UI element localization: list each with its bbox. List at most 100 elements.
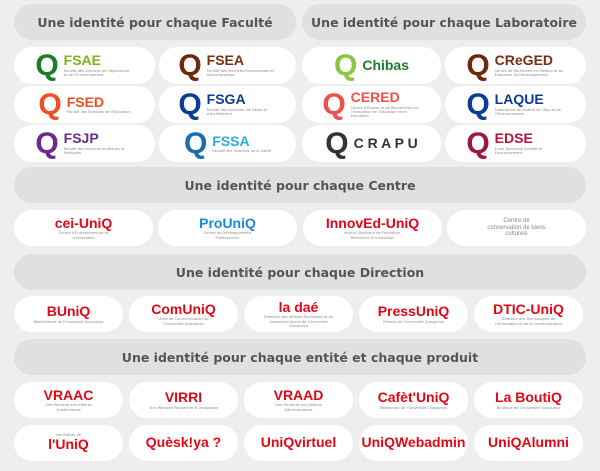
logo-name: C R A P U: [353, 134, 418, 151]
entites-logo-card[interactable]: UniQWebadmin: [359, 425, 468, 461]
logo-text: Les Brèves de l'UniQ: [48, 433, 89, 453]
logo-subtitle: Bibliothèque de l'Université Quisqueya: [33, 319, 104, 324]
q-logo-icon: Q: [38, 87, 62, 121]
entites-logo-card[interactable]: Cafèt'UniQ Restaurant de l'Université Qui…: [359, 382, 468, 418]
logo-subtitle: Centre d'Entrepreneuriat et d'Innovation: [58, 231, 109, 240]
logo-name: ProUniQ: [199, 214, 256, 231]
logo-name: UniQWebadmin: [361, 434, 466, 451]
logo-text: Cafèt'UniQ Restaurant de l'Université Qui…: [378, 389, 450, 410]
entites-logo-card[interactable]: VRAAD Vice-Rectorat aux Affaires Administ…: [244, 382, 353, 418]
q-logo-icon: Q: [178, 48, 202, 82]
logo-text: FSJP Faculté des Sciences Juridiques et P…: [63, 130, 134, 156]
directions-logo-card[interactable]: ComUniQ Unité de Communication de l'Unive…: [129, 296, 238, 332]
logo-text: UniQAlumni: [488, 434, 569, 451]
logo-text: VRAAD Vice-Rectorat aux Affaires Administ…: [264, 387, 334, 412]
facultes-logo-card[interactable]: Q FSJP Faculté des Sciences Juridiques et …: [14, 125, 155, 162]
logo-subtitle: Faculté des Sciences Juridiques et Polit…: [63, 146, 125, 156]
directions-logo-card[interactable]: DTIC-UniQ Direction des Technologies de l…: [474, 296, 583, 332]
q-logo-icon: Q: [325, 126, 349, 160]
q-logo-icon: Q: [322, 87, 346, 121]
logo-text: la daé Direction des Affaires Étudiantes …: [264, 298, 334, 328]
logo-name: UniQvirtuel: [260, 434, 337, 451]
logo-subtitle: École Doctorale Société et Environnement: [494, 146, 543, 156]
logo-text: UniQWebadmin: [361, 434, 466, 451]
facultes-logo-card[interactable]: Q FSEA Faculté des Sciences Économiques et…: [159, 47, 296, 84]
centres-logo-card[interactable]: InnovEd-UniQ Institut Supérieur de Format…: [303, 210, 442, 246]
q-logo-icon: Q: [35, 48, 59, 82]
entites-logo-card[interactable]: Quèsk!ya ?: [129, 425, 238, 461]
logo-name: la daé: [278, 298, 319, 315]
facultes-logo-card[interactable]: Q FSAE Faculté des Sciences de l'Agricultu…: [14, 47, 155, 84]
logo-text: EDSE École Doctorale Société et Environne…: [494, 131, 565, 156]
laboratoires-logo-card[interactable]: Q LAQUE Laboratoire de Qualité de l'Eau et…: [445, 86, 586, 123]
logo-name: CReGED: [494, 52, 554, 69]
logo-subtitle: Faculté des Sciences de l'Agriculture et…: [63, 68, 130, 78]
logo-name: BUniQ: [46, 303, 91, 320]
logo-text: BUniQ Bibliothèque de l'Université Quisqu…: [33, 303, 104, 324]
logo-name: La BoutiQ: [495, 389, 562, 406]
entites-logo-card[interactable]: VIRRI Vice-Rectorat Recherche et Innovati…: [129, 382, 238, 418]
logo-text: Chibas: [362, 57, 409, 73]
laboratoires-logo-card[interactable]: Q EDSE École Doctorale Société et Environn…: [445, 125, 586, 162]
logo-text: FSED Faculté des Sciences de l'Éducation: [67, 94, 131, 115]
logo-name: VRAAC: [43, 386, 94, 403]
header-entite: Une identité pour chaque entité et chaqu…: [14, 339, 586, 375]
directions-logo-card[interactable]: PressUniQ Presses de l'Université Quisque…: [359, 296, 468, 332]
logo-text: UniQvirtuel: [260, 434, 337, 451]
logo-name: FSGA: [206, 91, 246, 108]
q-logo-icon: Q: [178, 87, 202, 121]
q-logo-icon: Q: [466, 48, 490, 82]
header-centre: Une identité pour chaque Centre: [14, 167, 586, 203]
entites-logo-card[interactable]: Les Brèves de l'UniQ: [14, 425, 123, 461]
logo-name: FSJP: [63, 130, 99, 147]
logo-name: PressUniQ: [377, 303, 450, 320]
facultes-logo-card[interactable]: Q FSED Faculté des Sciences de l'Éducation: [14, 86, 155, 123]
logo-subtitle: Centre de Recherche en Gestion et en Éco…: [494, 68, 564, 78]
logo-text: CERED Centre d'Études et de Recherches su…: [350, 89, 421, 119]
laboratoires-logo-card[interactable]: Q Chibas: [302, 47, 441, 84]
directions-logo-card[interactable]: BUniQ Bibliothèque de l'Université Quisqu…: [14, 296, 123, 332]
laboratoires-logo-card[interactable]: Q CERED Centre d'Études et de Recherches s…: [302, 86, 441, 123]
logo-name: LAQUE: [494, 91, 544, 108]
logo-subtitle: Vice-Rectorat aux Affaires Académiques: [45, 403, 92, 412]
centres-logo-card[interactable]: Centre de conservation de biens culturel…: [447, 210, 586, 246]
logo-text: FSSA Faculté des Sciences de la Santé: [212, 133, 272, 154]
logo-text: CReGED Centre de Recherche en Gestion et …: [494, 52, 565, 78]
logo-subtitle: Faculté des Sciences, de Génie et d'Arch…: [206, 107, 268, 117]
logo-name: FSAE: [63, 52, 102, 69]
centres-logo-card[interactable]: ProUniQ Centre de Développement Professio…: [158, 210, 297, 246]
entites-logo-card[interactable]: UniQvirtuel: [244, 425, 353, 461]
logo-text: C R A P U: [353, 134, 418, 151]
laboratoires-logo-card[interactable]: Q CReGED Centre de Recherche en Gestion et…: [445, 47, 586, 84]
facultes-logo-card[interactable]: Q FSSA Faculté des Sciences de la Santé: [159, 125, 296, 162]
entites-logo-card[interactable]: VRAAC Vice-Rectorat aux Affaires Académiq…: [14, 382, 123, 418]
entites-logo-card[interactable]: La BoutiQ Boutique de l'Université Quisqu…: [474, 382, 583, 418]
logo-text: DTIC-UniQ Direction des Technologies de l…: [493, 301, 564, 326]
logo-text: ProUniQ Centre de Développement Professio…: [193, 214, 263, 240]
logo-name: cei-UniQ: [54, 214, 113, 231]
logo-subtitle: Faculté des Sciences Économiques et Admi…: [206, 68, 274, 78]
logo-subtitle: Direction des Technologies de l'Informat…: [494, 317, 562, 326]
q-logo-icon: Q: [466, 87, 490, 121]
logo-name: CERED: [350, 89, 400, 106]
logo-text: FSEA Faculté des Sciences Économiques et …: [206, 53, 277, 78]
logo-subtitle: Centre d'Études et de Recherches sur l'I…: [350, 105, 419, 119]
q-logo-icon: Q: [466, 126, 490, 160]
logo-name: UniQAlumni: [488, 434, 569, 451]
centres-logo-card[interactable]: cei-UniQ Centre d'Entrepreneuriat et d'In…: [14, 210, 153, 246]
logo-subtitle: Vice-Rectorat aux Affaires Administrativ…: [275, 403, 322, 412]
entites-logo-card[interactable]: UniQAlumni: [474, 425, 583, 461]
logo-name: l'UniQ: [48, 436, 89, 453]
logo-text: PressUniQ Presses de l'Université Quisque…: [377, 303, 450, 324]
logo-text: Centre de conservation de biens culturel…: [487, 218, 547, 238]
directions-logo-card[interactable]: la daé Direction des Affaires Étudiantes …: [244, 296, 353, 332]
logo-text: LAQUE Laboratoire de Qualité de l'Eau et …: [494, 91, 565, 117]
q-logo-icon: Q: [35, 126, 59, 160]
header-direction: Une identité pour chaque Direction: [14, 254, 586, 290]
logo-text: FSGA Faculté des Sciences, de Génie et d'…: [206, 91, 277, 117]
logo-subtitle: Faculté des Sciences de la Santé: [212, 149, 272, 154]
logo-name: Quèsk!ya ?: [145, 434, 222, 451]
header-faculte: Une identité pour chaque Faculté: [14, 4, 296, 40]
facultes-logo-card[interactable]: Q FSGA Faculté des Sciences, de Génie et d…: [159, 86, 296, 123]
